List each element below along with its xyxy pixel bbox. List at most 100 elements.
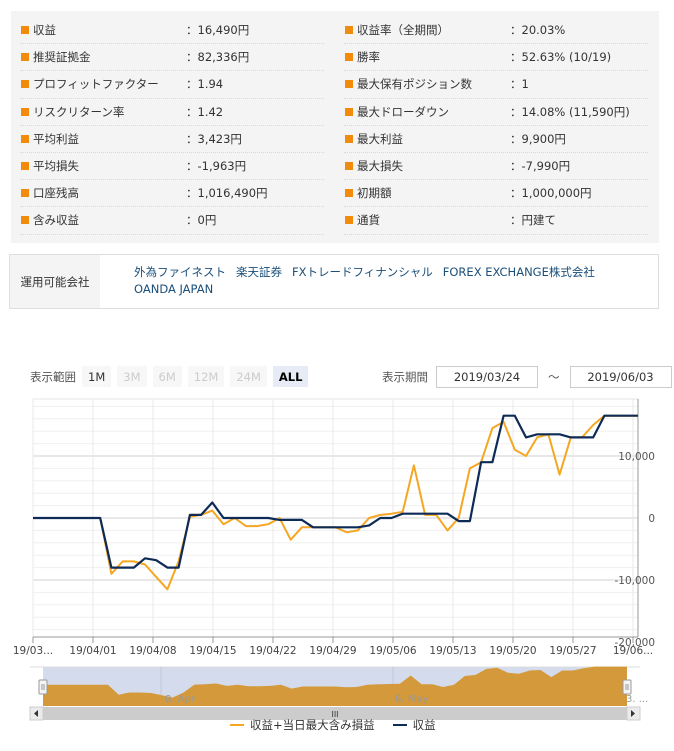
range-button-24m[interactable]: 24M — [230, 366, 267, 387]
stat-value: ：-7,990円 — [510, 159, 571, 174]
navigator-label: 6. May — [395, 694, 428, 705]
x-tick-label: 19/05/06 — [369, 645, 416, 657]
stat-row: リスクリターン率 ：1.42 — [20, 99, 324, 126]
bullet-square-icon — [21, 134, 29, 143]
y-tick-label: -10,000 — [614, 575, 655, 587]
stat-row: 収益 ：16,490円 — [20, 17, 324, 45]
stat-label: 最大損失 — [357, 159, 403, 174]
arrow-left-icon — [34, 710, 38, 717]
company-link[interactable]: OANDA JAPAN — [134, 282, 214, 296]
company-link[interactable]: FOREX EXCHANGE株式会社 — [442, 265, 595, 279]
stat-value: ：0円 — [186, 213, 217, 228]
navigator-area — [43, 666, 627, 706]
stat-label: 最大ドローダウン — [357, 104, 449, 119]
bullet-square-icon — [21, 80, 29, 89]
legend-label: 収益+当日最大含み損益 — [250, 718, 375, 732]
range-label: 表示範囲 — [30, 369, 76, 384]
stat-label: 最大保有ポジション数 — [357, 77, 472, 92]
stat-value: ：-1,963円 — [186, 159, 247, 174]
bullet-square-icon — [21, 53, 29, 62]
x-tick-label: 19/04/15 — [189, 645, 236, 657]
bullet-square-icon — [345, 80, 353, 89]
x-tick-label: 19/05/13 — [429, 645, 476, 657]
range-button-1m[interactable]: 1M — [82, 366, 112, 387]
navigator-left-handle[interactable] — [38, 679, 48, 695]
y-tick-label: 0 — [648, 513, 655, 525]
navigator-label: 8. Apr — [165, 694, 196, 705]
company-link[interactable]: FXトレードフィナンシャル — [292, 265, 433, 279]
stat-label: 平均利益 — [33, 131, 79, 146]
stat-row: プロフィットファクター ：1.94 — [20, 71, 324, 99]
bullet-square-icon — [345, 216, 353, 225]
scrollbar-thumb[interactable] — [43, 707, 627, 720]
stat-value: ：3,423円 — [186, 131, 242, 146]
range-selector: 表示範囲 1M 3M 6M 12M 24M ALL — [30, 366, 314, 387]
navigator-right-handle[interactable] — [622, 679, 632, 695]
stat-value: ：1.94 — [186, 77, 224, 92]
bullet-square-icon — [21, 107, 29, 116]
companies-table: 運用可能会社 外為ファイネスト 楽天証券 FXトレードフィナンシャル FOREX EX… — [9, 254, 659, 309]
stat-row: 最大保有ポジション数 ：1 — [344, 71, 648, 99]
arrow-right-icon — [631, 710, 635, 717]
range-button-6m[interactable]: 6M — [152, 366, 182, 387]
y-tick-label: 10,000 — [618, 451, 655, 463]
stat-value: ：20.03% — [510, 23, 566, 38]
companies-list: 外為ファイネスト 楽天証券 FXトレードフィナンシャル FOREX EXCHANGE株… — [100, 255, 658, 308]
bullet-square-icon — [345, 162, 353, 171]
period-label: 表示期間 — [382, 370, 428, 384]
period-from-input[interactable]: 2019/03/24 — [436, 366, 538, 388]
x-tick-label: 19/04/29 — [309, 645, 356, 657]
legend-item-max-unrealized[interactable]: 収益+当日最大含み損益 — [230, 717, 375, 733]
period-separator: ～ — [548, 370, 560, 384]
range-button-3m[interactable]: 3M — [117, 366, 147, 387]
bullet-square-icon — [345, 53, 353, 62]
stat-value: ：1 — [510, 77, 529, 92]
stat-row: 口座残高 ：1,016,490円 — [20, 180, 324, 208]
stat-label: 推奨証拠金 — [33, 50, 91, 65]
company-link[interactable]: 楽天証券 — [236, 265, 282, 279]
stat-label: プロフィットファクター — [33, 77, 159, 92]
stat-value: ：82,336円 — [186, 50, 250, 65]
chart-legend: 収益+当日最大含み損益 収益 — [230, 717, 436, 733]
stat-label: 最大利益 — [357, 131, 403, 146]
bullet-square-icon — [345, 189, 353, 198]
stats-panel: 収益 ：16,490円推奨証拠金 ：82,336円プロフィットファクター ：1.94 リ… — [11, 11, 659, 243]
companies-header: 運用可能会社 — [10, 255, 100, 308]
stat-row: 最大利益 ：9,900円 — [344, 126, 648, 153]
series-line-profit — [33, 414, 638, 569]
stat-label: 平均損失 — [33, 159, 79, 174]
series-line-max-unrealized — [33, 414, 638, 591]
legend-label: 収益 — [412, 718, 436, 732]
legend-item-profit[interactable]: 収益 — [392, 717, 436, 733]
x-tick-label: 19/05/20 — [489, 645, 536, 657]
range-button-12m[interactable]: 12M — [187, 366, 225, 387]
x-tick-label: 19/04/22 — [249, 645, 296, 657]
bullet-square-icon — [345, 26, 353, 35]
stat-row: 含み収益 ：0円 — [20, 207, 324, 235]
stat-value: ：16,490円 — [186, 23, 250, 38]
stat-value: ：14.08% (11,590円) — [510, 104, 630, 119]
x-tick-label: 19/06... — [613, 645, 653, 657]
stat-label: リスクリターン率 — [33, 104, 125, 119]
stat-row: 最大ドローダウン ：14.08% (11,590円) — [344, 99, 648, 126]
stat-row: 平均利益 ：3,423円 — [20, 126, 324, 153]
bullet-square-icon — [21, 216, 29, 225]
stat-value: ：円建て — [510, 213, 556, 228]
stat-value: ：1,000,000円 — [510, 186, 592, 201]
stat-row: 勝率 ：52.63% (10/19) — [344, 44, 648, 72]
stat-value: ：1.42 — [186, 104, 224, 119]
company-link[interactable]: 外為ファイネスト — [134, 265, 226, 279]
period-selector: 表示期間 2019/03/24 ～ 2019/06/03 — [382, 366, 672, 388]
stat-value: ：1,016,490円 — [186, 186, 268, 201]
x-tick-label: 19/03... — [13, 645, 53, 657]
stat-row: 通貨 ：円建て — [344, 207, 648, 235]
navigator-label: 3. ... — [626, 694, 648, 705]
x-tick-label: 19/04/01 — [69, 645, 116, 657]
stat-label: 勝率 — [357, 50, 380, 65]
legend-line-orange — [230, 724, 244, 726]
range-button-all[interactable]: ALL — [272, 366, 309, 387]
period-to-input[interactable]: 2019/06/03 — [569, 366, 672, 388]
y-tick-label: -20,000 — [614, 637, 655, 649]
x-tick-label: 19/04/08 — [129, 645, 176, 657]
